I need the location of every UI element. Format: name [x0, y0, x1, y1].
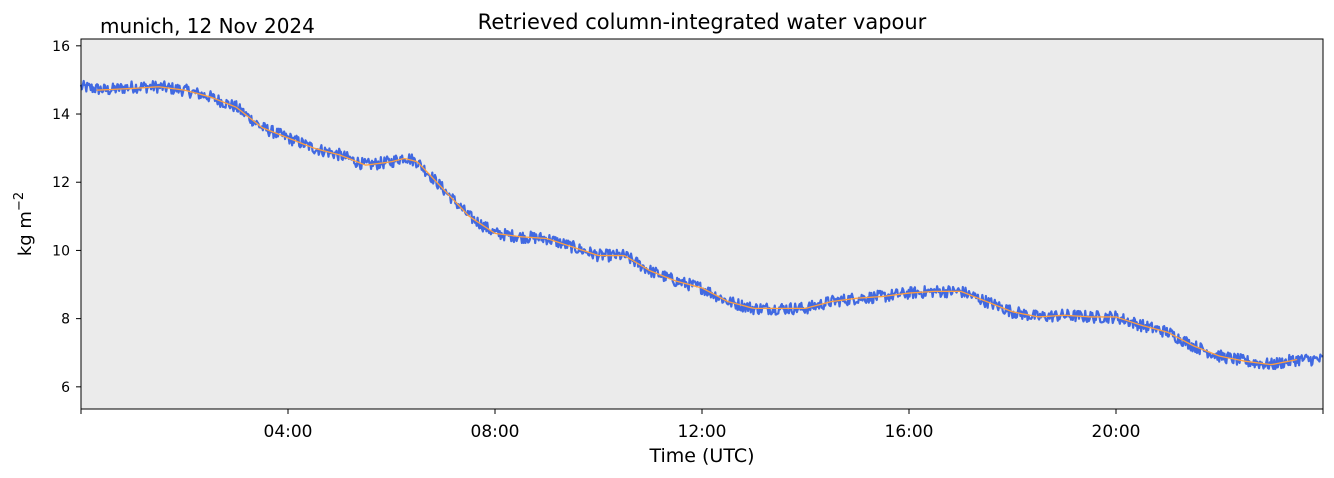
y-tick-label: 16 [52, 39, 70, 55]
y-tick-label: 14 [52, 107, 70, 123]
x-tick-label: 16:00 [885, 422, 934, 442]
x-tick-label: 20:00 [1092, 422, 1141, 442]
raw-retrieval-series-line [79, 79, 1324, 371]
y-axis-label-base: kg m [15, 211, 36, 256]
y-tick-label: 12 [52, 175, 70, 191]
x-tick-label: 08:00 [471, 422, 520, 442]
smoothed-series-line [96, 86, 1298, 366]
x-tick-label: 04:00 [264, 422, 313, 442]
y-axis: 6 8 10 12 14 16 [52, 39, 81, 396]
x-tick-label: 12:00 [678, 422, 727, 442]
y-tick-label: 8 [61, 312, 70, 328]
x-axis: 04:00 08:00 12:00 16:00 20:00 [80, 409, 1324, 442]
y-axis-label: kg m−2 [12, 192, 36, 256]
plot-area [81, 39, 1323, 409]
y-axis-label-exponent: −2 [12, 192, 27, 211]
chart-subtitle: munich, 12 Nov 2024 [100, 14, 315, 38]
y-tick-label: 6 [61, 380, 70, 396]
y-tick-label: 10 [52, 243, 70, 259]
chart-title: Retrieved column-integrated water vapour [478, 10, 927, 34]
series-layer [79, 79, 1324, 371]
x-axis-label: Time (UTC) [648, 445, 754, 467]
